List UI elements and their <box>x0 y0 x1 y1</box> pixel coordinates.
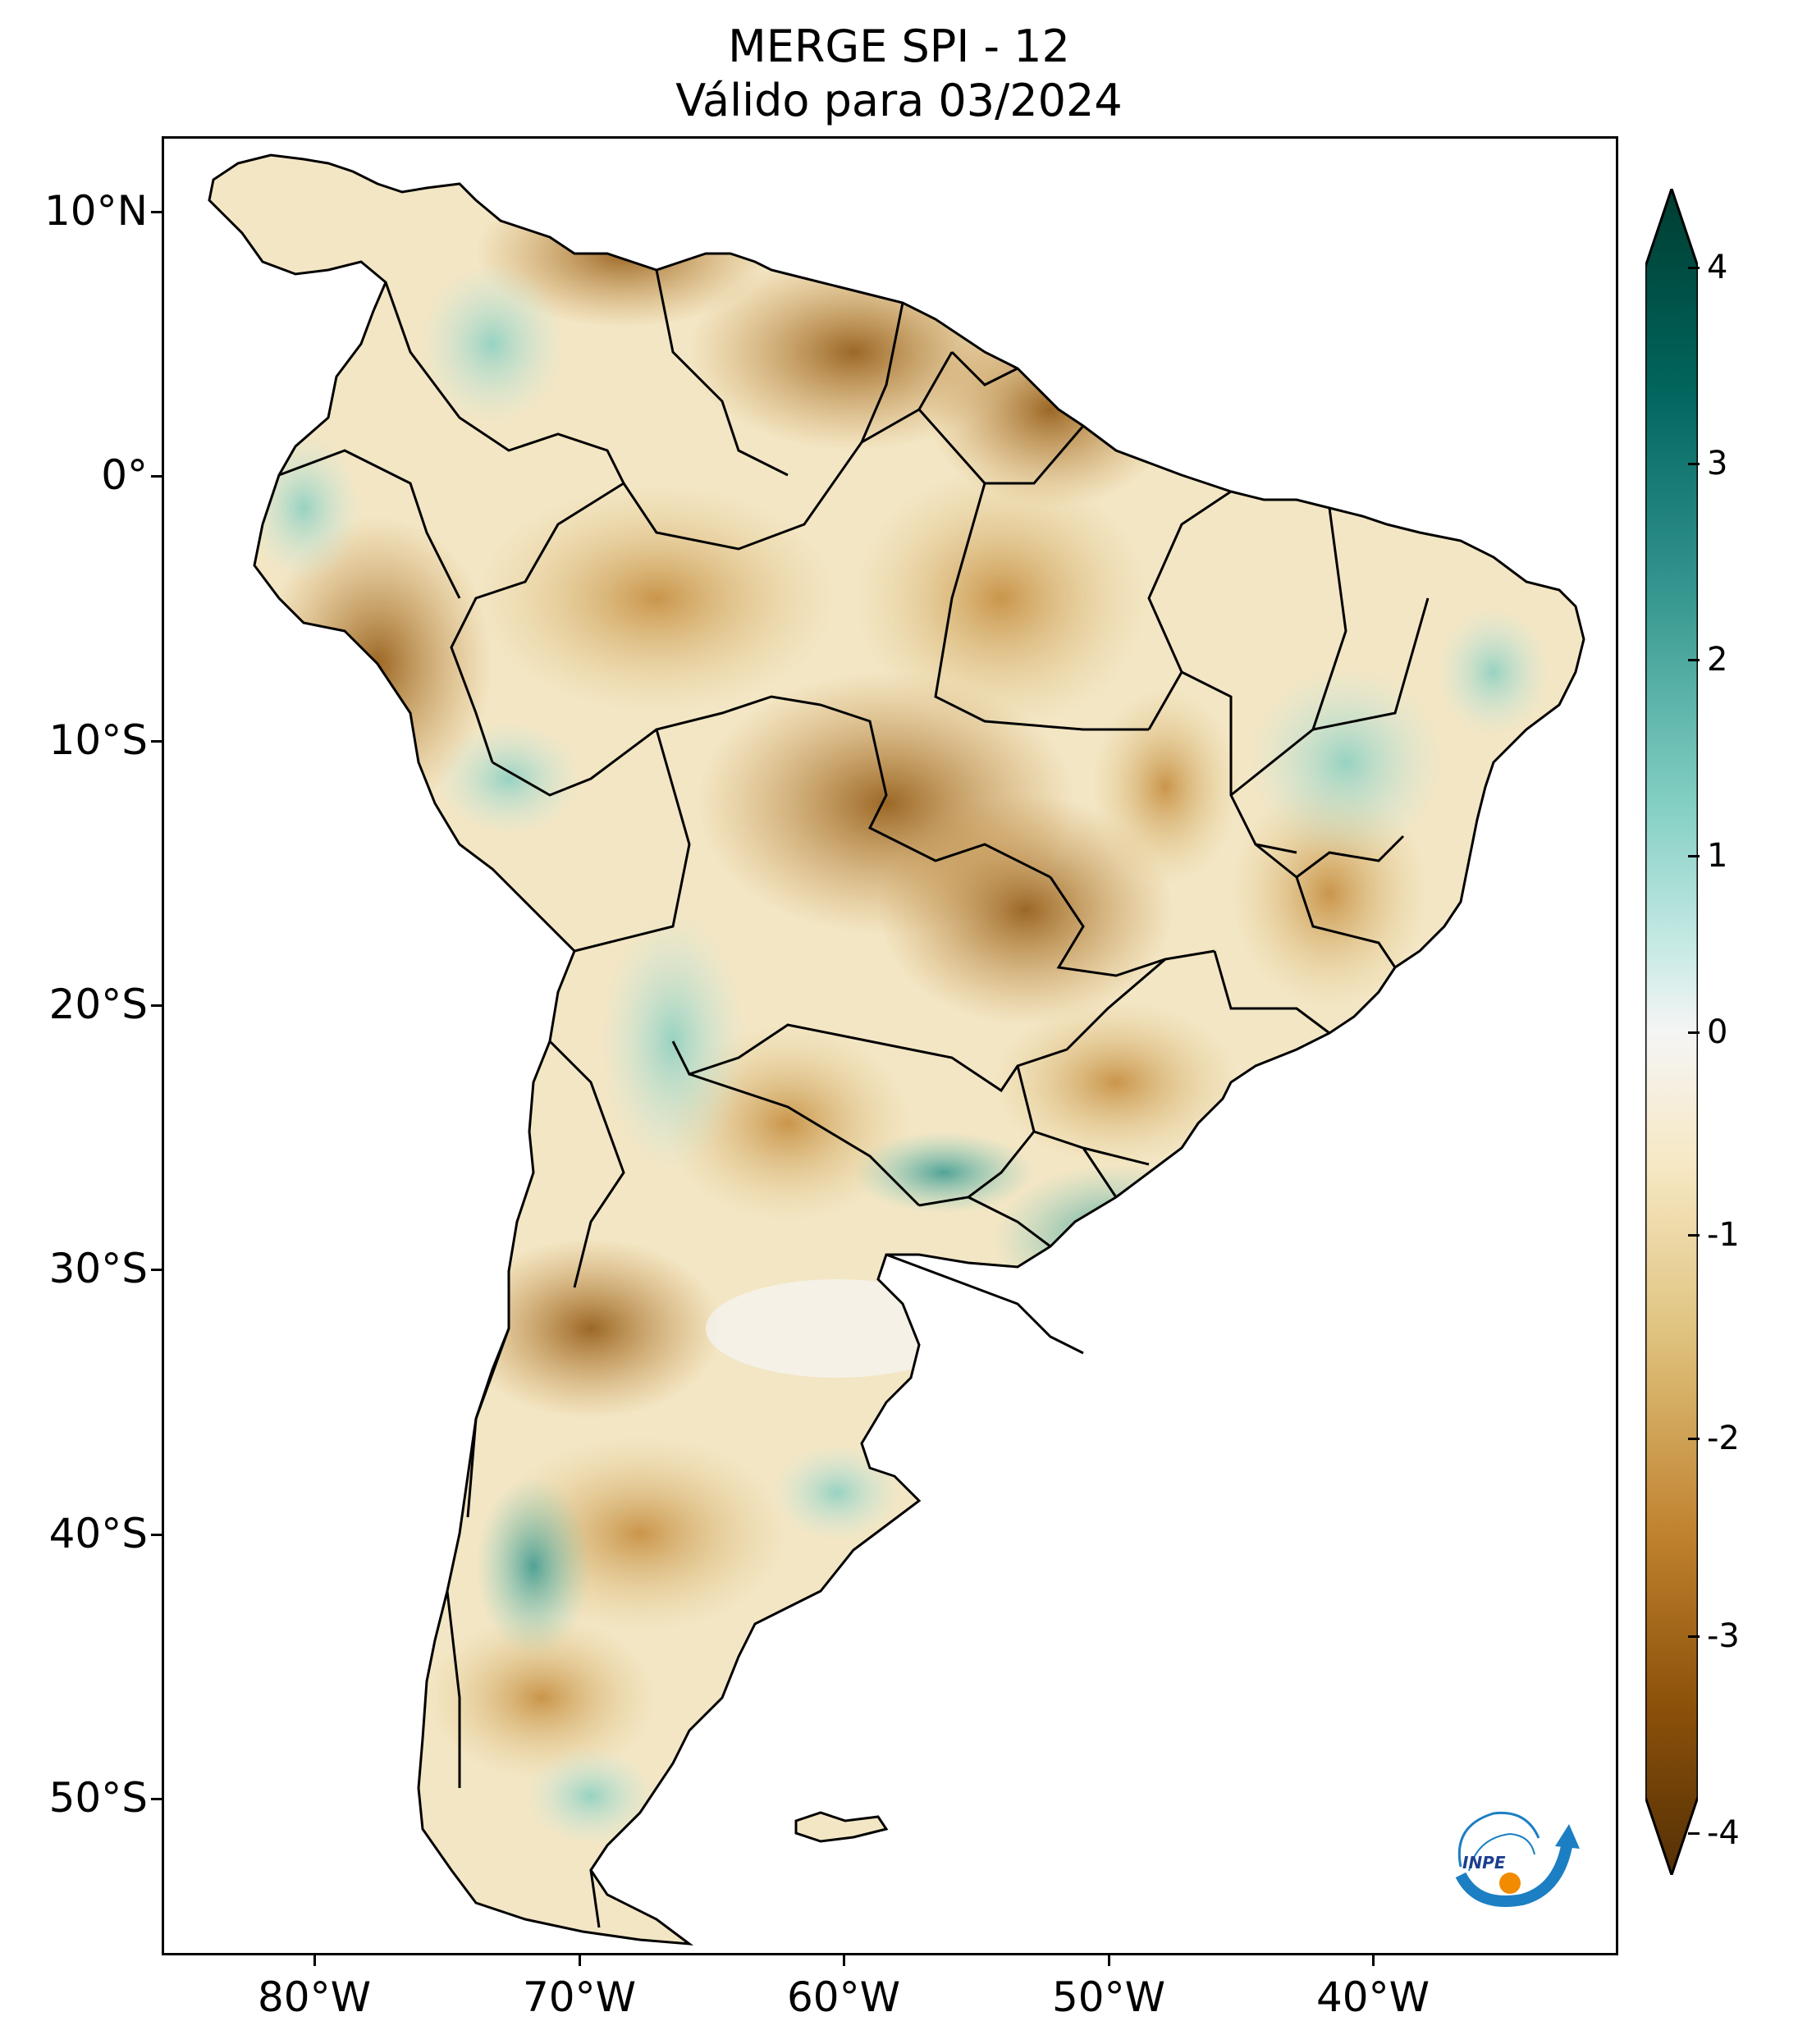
lat-tick <box>151 1798 162 1800</box>
colorbar-tick <box>1688 463 1700 465</box>
lat-tick <box>151 1269 162 1271</box>
lon-label-60w: 60°W <box>786 1973 901 2021</box>
falkland-islands <box>794 1811 889 1843</box>
lat-label-40s: 40°S <box>48 1510 148 1557</box>
lat-tick <box>151 211 162 213</box>
colorbar-label-neg1: -1 <box>1707 1216 1740 1254</box>
coastline <box>208 153 1585 1946</box>
colorbar-label-2: 2 <box>1707 641 1728 679</box>
lon-label-70w: 70°W <box>522 1973 637 2021</box>
colorbar-tick <box>1688 1234 1700 1237</box>
lon-label-40w: 40°W <box>1315 1973 1430 2021</box>
lat-tick <box>151 740 162 743</box>
colorbar <box>1645 189 1698 1875</box>
colorbar-label-0: 0 <box>1707 1013 1728 1051</box>
lon-label-80w: 80°W <box>257 1973 372 2021</box>
political-borders <box>278 269 1430 1928</box>
colorbar-label-4: 4 <box>1707 249 1728 286</box>
colorbar-tick <box>1688 1031 1700 1034</box>
inpe-logo-text: INPE <box>1462 1853 1506 1873</box>
lon-tick <box>1372 1955 1375 1966</box>
lat-label-20s: 20°S <box>48 981 148 1028</box>
lon-tick <box>1108 1955 1110 1966</box>
colorbar-tick <box>1688 267 1700 269</box>
colorbar-tick <box>1688 1635 1700 1638</box>
lat-tick <box>151 475 162 478</box>
lat-label-0: 0° <box>101 451 148 499</box>
colorbar-tick <box>1688 1832 1700 1835</box>
lon-tick <box>313 1955 316 1966</box>
lon-label-50w: 50°W <box>1051 1973 1166 2021</box>
colorbar-tick <box>1688 659 1700 661</box>
map-panel <box>162 136 1618 1955</box>
lat-label-50s: 50°S <box>48 1774 148 1822</box>
lat-tick <box>151 1004 162 1007</box>
lat-label-30s: 30°S <box>48 1245 148 1292</box>
south-america-map <box>208 153 1585 1946</box>
lon-tick <box>579 1955 581 1966</box>
inpe-logo-icon: INPE <box>1455 1811 1580 1907</box>
colorbar-label-neg4: -4 <box>1707 1814 1740 1852</box>
lat-label-10s: 10°S <box>48 716 148 764</box>
colorbar-tick <box>1688 1438 1700 1440</box>
colorbar-label-3: 3 <box>1707 445 1728 482</box>
lat-tick <box>151 1534 162 1536</box>
colorbar-tick <box>1688 855 1700 857</box>
lat-label-10n: 10°N <box>43 187 148 235</box>
map-title: MERGE SPI - 12 <box>728 21 1070 72</box>
colorbar-label-neg3: -3 <box>1707 1617 1740 1655</box>
lon-tick <box>843 1955 845 1966</box>
colorbar-label-1: 1 <box>1707 837 1728 875</box>
map-subtitle: Válido para 03/2024 <box>675 75 1123 126</box>
colorbar-label-neg2: -2 <box>1707 1420 1740 1457</box>
